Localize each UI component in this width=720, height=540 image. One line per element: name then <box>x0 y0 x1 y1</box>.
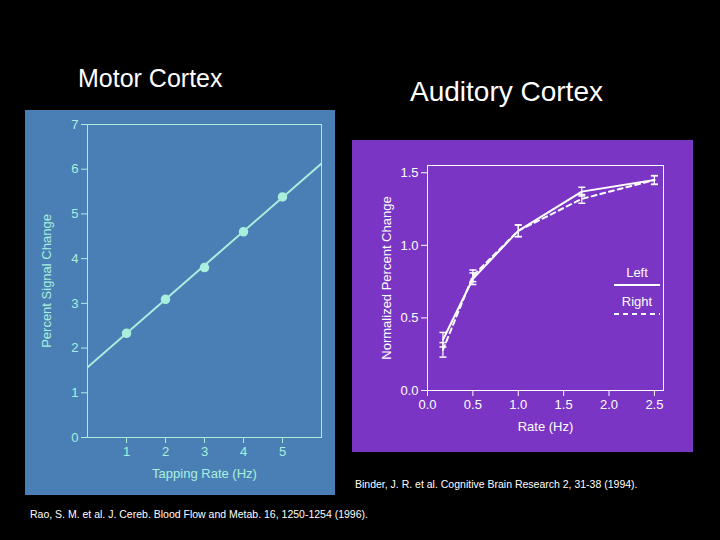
svg-text:4: 4 <box>71 251 78 266</box>
svg-text:5: 5 <box>279 444 286 459</box>
svg-text:1: 1 <box>123 444 130 459</box>
html-text:Auditory Cortex: Auditory Cortex <box>410 76 603 107</box>
svg-text:0.0: 0.0 <box>400 383 418 398</box>
svg-text:Rate (Hz): Rate (Hz) <box>518 419 574 434</box>
svg-text:0.5: 0.5 <box>464 397 482 412</box>
svg-text:3: 3 <box>71 296 78 311</box>
svg-text:0.5: 0.5 <box>400 310 418 325</box>
html-text:Motor Cortex: Motor Cortex <box>78 64 223 92</box>
html-text:Rao, S. M. et al. J. Cereb. Bl: Rao, S. M. et al. J. Cereb. Blood Flow a… <box>30 508 368 520</box>
svg-text:4: 4 <box>240 444 247 459</box>
svg-text:7: 7 <box>71 117 78 132</box>
svg-text:Percent Signal Change: Percent Signal Change <box>39 214 54 348</box>
svg-text:5: 5 <box>71 206 78 221</box>
svg-text:1.5: 1.5 <box>555 397 573 412</box>
svg-text:1.5: 1.5 <box>400 165 418 180</box>
svg-text:3: 3 <box>201 444 208 459</box>
svg-text:1: 1 <box>71 385 78 400</box>
svg-text:0.0: 0.0 <box>418 397 436 412</box>
html-text:Left: Left <box>626 265 648 280</box>
svg-text:1.0: 1.0 <box>509 397 527 412</box>
svg-text:2.0: 2.0 <box>600 397 618 412</box>
svg-text:0: 0 <box>71 430 78 445</box>
svg-text:2.5: 2.5 <box>645 397 663 412</box>
svg-text:6: 6 <box>71 161 78 176</box>
html-text:Binder, J. R. et al. Cognitive: Binder, J. R. et al. Cognitive Brain Res… <box>355 478 638 490</box>
svg-text:2: 2 <box>71 340 78 355</box>
svg-text:1.0: 1.0 <box>400 237 418 252</box>
svg-text:2: 2 <box>162 444 169 459</box>
svg-text:Tapping Rate (Hz): Tapping Rate (Hz) <box>152 466 257 481</box>
svg-text:Normalized Percent Change: Normalized Percent Change <box>379 196 394 359</box>
html-text:Right: Right <box>621 294 653 309</box>
